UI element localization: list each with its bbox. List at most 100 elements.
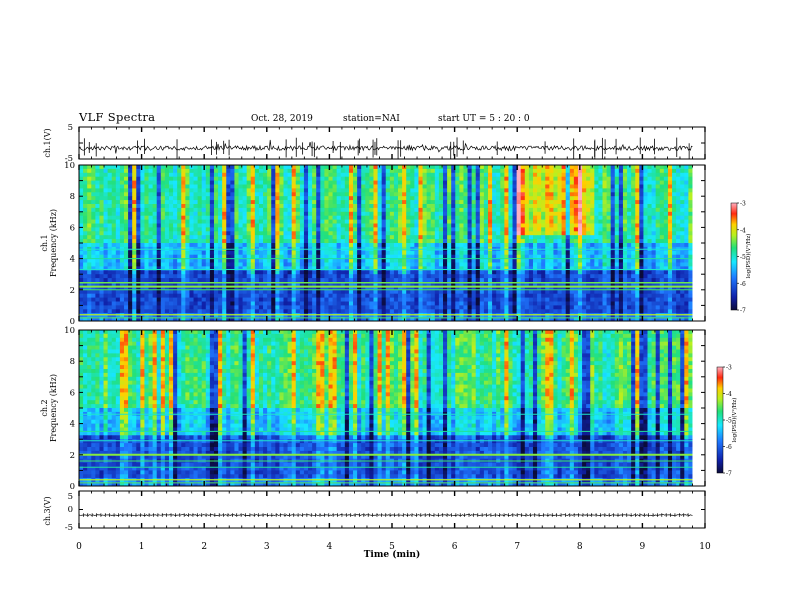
spectrogram-cell (316, 168, 321, 174)
spectrogram-cell (610, 227, 616, 232)
spectrogram-cell (438, 235, 444, 240)
spectrogram-cell (185, 239, 190, 244)
spectrogram-cell (91, 219, 96, 224)
spectrogram-cell (565, 235, 571, 240)
spectrogram-cell (635, 211, 640, 217)
spectrogram-cell (119, 219, 125, 224)
spectrogram-cell (655, 219, 661, 224)
spectrogram-cell (185, 165, 190, 170)
spectrogram-cell (181, 254, 186, 259)
spectrogram-cell (164, 239, 170, 244)
spectrogram-cell (275, 165, 280, 170)
spectrogram-cell (557, 219, 562, 224)
spectrogram-cell (667, 172, 673, 178)
spectrogram-cell (291, 168, 297, 174)
spectrogram-cell (414, 223, 419, 228)
spectrogram-cell (271, 200, 276, 205)
spectrogram-cell (549, 184, 554, 189)
spectrogram-cell (430, 235, 436, 240)
spectrogram-cell (606, 239, 612, 244)
spectrogram-cell (295, 180, 301, 185)
spectrogram-cell (586, 200, 591, 205)
spectrogram-cell (107, 188, 113, 193)
spectrogram-cell (152, 262, 158, 267)
spectrogram-cell (222, 239, 227, 244)
spectrogram-cell (254, 215, 260, 220)
spectrogram-cell (516, 192, 522, 197)
spectrogram-cell (643, 184, 648, 189)
spectrogram-cell (377, 215, 383, 220)
spectrogram-cell (185, 278, 190, 283)
spectrogram-cell (459, 172, 464, 178)
spectrogram-cell (95, 243, 100, 248)
spectrogram-cell (418, 207, 423, 213)
spectrogram-cell (340, 192, 346, 197)
spectrogram-cell (123, 204, 129, 209)
spectrogram-cell (635, 285, 640, 291)
spectrogram-cell (99, 254, 104, 259)
spectrogram-cell (361, 172, 366, 178)
spectrogram-cell (565, 282, 571, 287)
spectrogram-cell (512, 176, 518, 181)
spectrogram-cell (189, 211, 194, 217)
spectrogram-cell (381, 270, 387, 275)
spectrogram-cell (582, 243, 587, 248)
spectrogram-cell (655, 211, 661, 217)
spectrogram-cell (111, 215, 117, 220)
spectrogram-cell (332, 231, 338, 236)
spectrogram-cell (218, 285, 223, 291)
spectrogram-cell (287, 172, 293, 178)
spectrogram-cell (565, 270, 571, 275)
spectrogram-cell (328, 258, 333, 263)
spectrogram-cell (672, 180, 677, 185)
spectrogram-cell (254, 184, 260, 189)
spectrogram-cell (279, 278, 284, 283)
spectrogram-cell (267, 227, 272, 232)
spectrogram-cell (545, 204, 550, 209)
spectrogram-cell (643, 176, 648, 181)
spectrogram-cell (148, 200, 154, 205)
spectrogram-cell (528, 231, 534, 236)
spectrogram-cell (201, 215, 207, 220)
spectrogram-cell (443, 278, 448, 283)
spectrogram-cell (483, 180, 489, 185)
spectrogram-cell (357, 180, 362, 185)
spectrogram-cell (230, 196, 235, 201)
spectrogram-cell (308, 184, 313, 189)
spectrogram-cell (553, 278, 558, 283)
spectrogram-cell (590, 274, 595, 279)
spectrogram-cell (160, 227, 166, 232)
spectrogram-cell (680, 266, 685, 271)
spectrogram-cell (152, 270, 158, 275)
spectrogram-cell (622, 258, 628, 263)
spectrogram-cell (610, 223, 616, 228)
spectrogram-cell (164, 278, 170, 283)
spectrogram-cell (279, 235, 284, 240)
spectrogram-cell (471, 200, 477, 205)
spectrogram-cell (602, 184, 607, 189)
spectrogram-cell (320, 239, 325, 244)
spectrogram-cell (512, 168, 518, 174)
spectrogram-cell (655, 215, 661, 220)
spectrogram-cell (422, 239, 428, 244)
spectrogram-cell (680, 165, 685, 170)
spectrogram-cell (308, 254, 313, 259)
spectrogram-cell (610, 235, 616, 240)
spectrogram-cell (373, 282, 378, 287)
spectrogram-cell (271, 176, 276, 181)
spectrogram-cell (258, 227, 264, 232)
spectrogram-cell (328, 204, 333, 209)
spectrogram-cell (602, 239, 607, 244)
spectrogram-cell (565, 184, 571, 189)
spectrogram-cell (672, 254, 677, 259)
spectrogram-cell (193, 231, 199, 236)
spectrogram-cell (410, 188, 415, 193)
spectrogram-cell (647, 180, 652, 185)
spectrogram-cell (557, 250, 562, 256)
spectrogram-cell (528, 278, 534, 283)
spectrogram-cell (312, 165, 317, 170)
spectrogram-cell (197, 274, 203, 279)
spectrogram-cell (177, 289, 182, 295)
spectrogram-cell (128, 207, 133, 213)
spectrogram-cell (148, 215, 154, 220)
